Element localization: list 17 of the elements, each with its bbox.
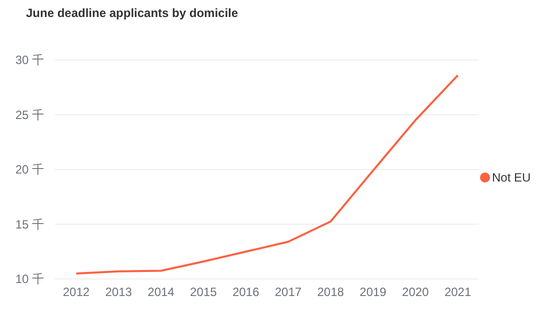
title: June deadline applicants by domicile [26,6,238,20]
xtick: 2016 [232,285,260,299]
xtick: 2020 [402,285,429,299]
legend: Not EU [492,170,531,184]
xtick: 2019 [360,285,386,299]
xtick: 2018 [317,285,344,299]
xtick: 2021 [444,285,472,299]
xtick: 2013 [105,285,132,299]
xtick: 2015 [190,285,217,299]
ytick: 20 千 [15,162,44,176]
xtick: 2014 [148,285,174,299]
xtick: 2012 [62,285,90,299]
ytick: 10 千 [15,272,44,286]
ytick: 25 千 [15,108,44,122]
ytick: 30 千 [15,53,44,67]
xtick: 2017 [274,285,302,299]
ytick: 15 千 [15,217,44,232]
